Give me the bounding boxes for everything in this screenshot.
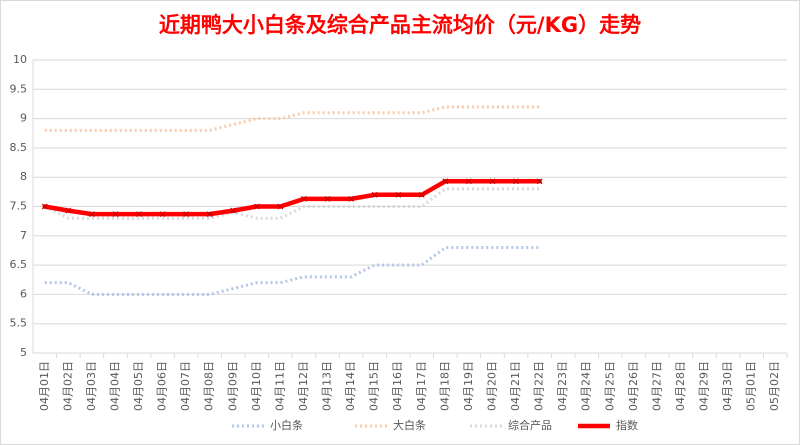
point-marker [418,191,425,198]
series-line [42,179,542,217]
x-tick-label: 04月19日 [462,361,475,411]
y-tick-label: 6.5 [10,258,28,271]
legend-label: 指数 [616,418,638,432]
point-marker [88,211,95,218]
point-marker [371,191,378,198]
x-tick-label: 04月23日 [556,361,569,411]
point-marker [301,195,307,202]
x-tick-label: 04月17日 [415,361,428,411]
series-line [44,187,540,220]
x-tick-label: 04月05日 [132,361,145,411]
x-tick-label: 04月07日 [179,361,192,411]
y-tick-label: 9 [20,112,27,125]
point-marker [395,191,402,198]
x-tick-label: 04月26日 [627,361,640,411]
point-marker [183,211,190,218]
x-tick-label: 04月09日 [226,361,239,411]
y-tick-label: 9.5 [10,82,28,95]
x-tick-label: 04月22日 [533,361,546,411]
point-marker [230,207,237,214]
point-marker [65,207,72,214]
x-tick-label: 04月11日 [273,361,286,411]
y-tick-label: 7.5 [10,200,28,213]
x-tick-label: 04月18日 [438,361,451,411]
point-marker [136,211,142,218]
x-tick-label: 04月24日 [580,361,593,411]
point-marker [489,178,496,185]
point-marker [324,195,331,202]
point-marker [442,178,449,185]
x-tick-label: 04月01日 [38,361,51,411]
y-tick-label: 10 [13,53,27,66]
point-marker [536,178,543,185]
point-marker [513,178,519,185]
x-tick-label: 04月30日 [721,361,734,411]
point-marker [348,195,355,202]
point-marker [112,211,119,218]
x-tick-label: 04月27日 [650,361,663,411]
y-tick-label: 5 [20,346,27,359]
point-marker [277,203,284,210]
x-tick-label: 04月04日 [108,361,121,411]
x-tick-label: 04月25日 [603,361,616,411]
x-tick-label: 04月29日 [698,361,711,411]
legend-label: 综合产品 [508,418,552,432]
x-tick-label: 04月03日 [85,361,98,411]
x-tick-label: 04月12日 [297,361,310,411]
y-tick-label: 8 [20,170,27,183]
y-tick-label: 6 [20,287,27,300]
chart-title: 近期鸭大小白条及综合产品主流均价（元/KG）走势 [159,13,641,37]
legend-label: 小白条 [270,418,303,432]
y-tick-label: 7 [20,229,27,242]
x-tick-label: 04月10日 [250,361,263,411]
x-tick-label: 05月01日 [745,361,758,411]
x-tick-label: 04月08日 [203,361,216,411]
x-tick-label: 04月02日 [61,361,74,411]
point-marker [465,178,472,185]
y-tick-label: 5.5 [10,317,28,330]
x-tick-label: 04月15日 [368,361,381,411]
series-line [44,105,540,132]
x-tick-label: 05月02日 [768,361,781,411]
point-marker [253,203,260,210]
x-tick-label: 04月21日 [509,361,522,411]
series-line [44,246,540,296]
x-tick-label: 04月20日 [485,361,498,411]
y-tick-label: 8.5 [10,141,28,154]
legend-label: 大白条 [393,418,426,432]
point-marker [159,211,166,218]
point-marker [206,211,213,218]
x-tick-label: 04月28日 [674,361,687,411]
x-tick-label: 04月06日 [156,361,169,411]
point-marker [41,203,48,210]
x-tick-label: 04月13日 [321,361,334,411]
x-tick-label: 04月14日 [344,361,357,411]
x-tick-label: 04月16日 [391,361,404,411]
